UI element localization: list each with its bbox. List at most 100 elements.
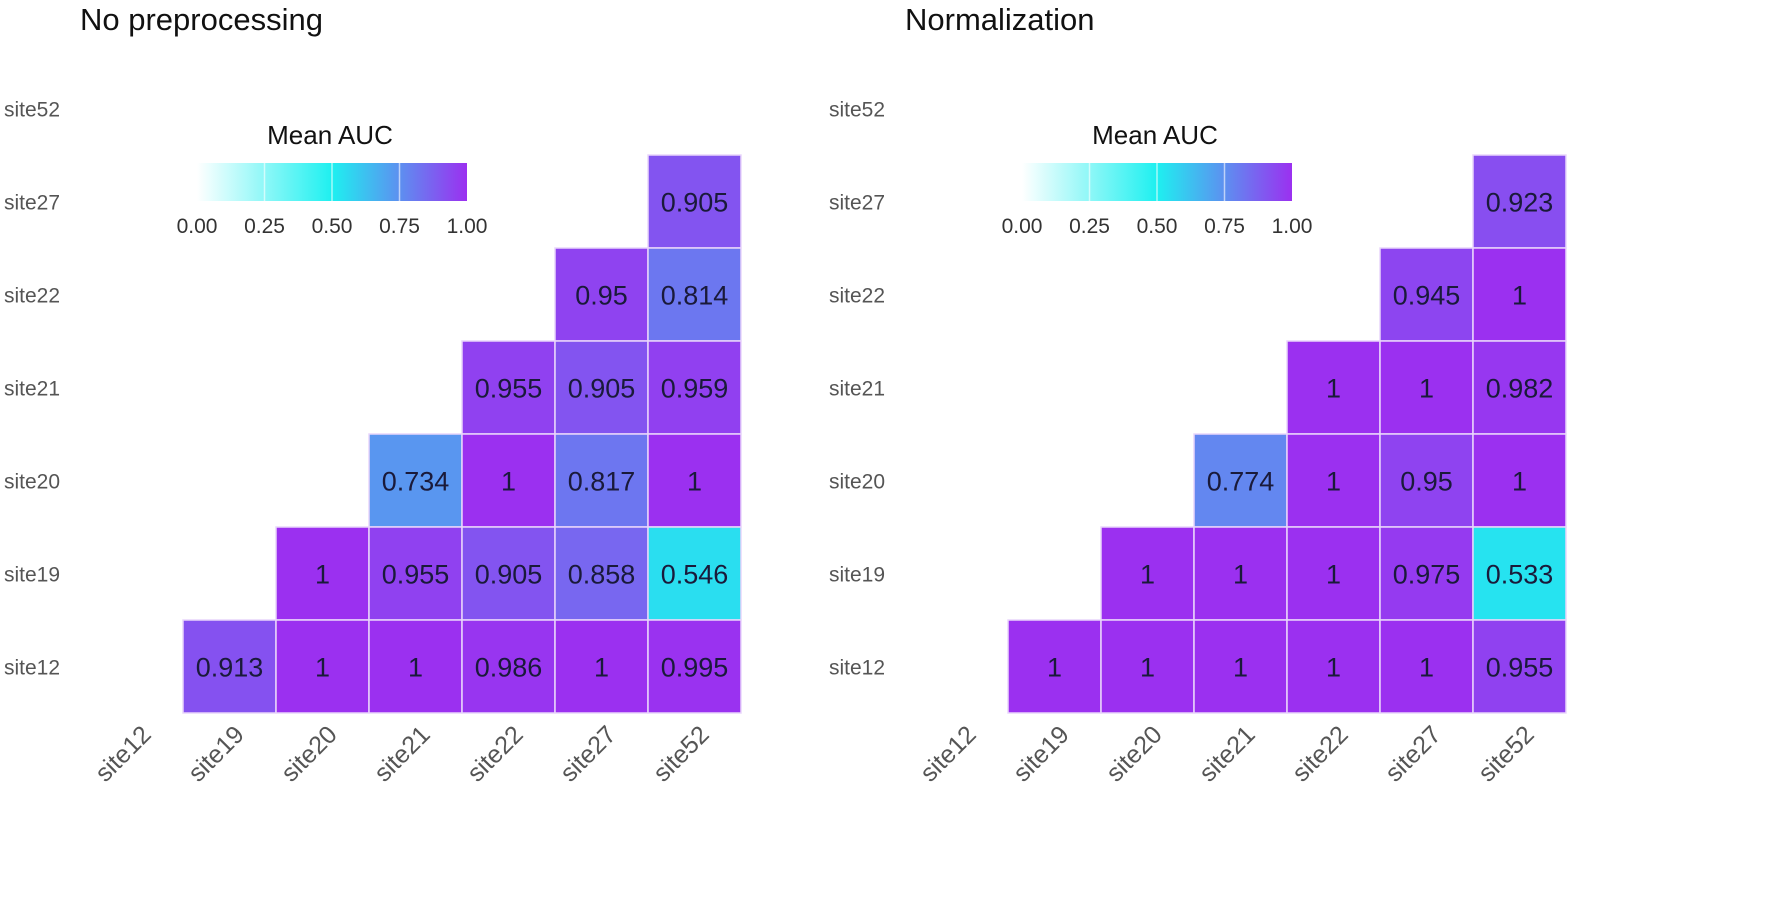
cell-value-label: 0.995	[661, 653, 729, 683]
y-axis-label: site52	[4, 99, 60, 122]
cell-value-label: 0.905	[475, 560, 543, 590]
legend-title: Mean AUC	[1092, 120, 1218, 150]
x-axis-label: site20	[1101, 720, 1168, 787]
heatmap-cell	[1472, 526, 1567, 621]
cell-value-label: 0.986	[475, 653, 543, 683]
heatmap-cell	[1193, 526, 1288, 621]
cell-value-label: 1	[687, 467, 702, 497]
y-axis-label: site22	[829, 285, 885, 308]
y-axis-label: site19	[829, 564, 885, 587]
heatmap-cell	[1100, 619, 1195, 714]
cell-value-label: 0.905	[661, 188, 729, 218]
cell-value-label: 1	[1326, 374, 1341, 404]
cell-value-label: 0.913	[196, 653, 264, 683]
cell-value-label: 0.734	[382, 467, 450, 497]
cell-value-label: 0.95	[575, 281, 628, 311]
y-axis-label: site19	[4, 564, 60, 587]
heatmap-panel: No preprocessing site52 site27 site22 site21…	[4, 2, 742, 787]
legend-tick-label: 0.50	[312, 215, 353, 238]
x-axis-label: site27	[555, 720, 622, 787]
legend-tick-label: 0.50	[1137, 215, 1178, 238]
y-axis-label: site12	[4, 657, 60, 680]
x-axis-label: site21	[369, 720, 436, 787]
cell-value-label: 1	[1233, 560, 1248, 590]
cell-value-label: 0.955	[382, 560, 450, 590]
cell-value-label: 0.959	[661, 374, 729, 404]
heatmap-cell	[1100, 526, 1195, 621]
heatmap-cell	[461, 619, 556, 714]
cell-value-label: 1	[1326, 653, 1341, 683]
cell-value-label: 1	[408, 653, 423, 683]
cell-value-label: 0.858	[568, 560, 636, 590]
heatmap-cell	[1007, 619, 1102, 714]
x-axis-label: site19	[1008, 720, 1075, 787]
heatmap-cell	[1472, 247, 1567, 342]
cell-value-label: 0.95	[1400, 467, 1453, 497]
y-axis-label: site22	[4, 285, 60, 308]
cell-value-label: 0.955	[1486, 653, 1554, 683]
heatmap-cell	[647, 154, 742, 249]
legend-title: Mean AUC	[267, 120, 393, 150]
cell-value-label: 0.982	[1486, 374, 1554, 404]
cell-value-label: 0.945	[1393, 281, 1461, 311]
heatmap-cell	[1286, 619, 1381, 714]
heatmap-cell	[647, 247, 742, 342]
heatmap-cell	[461, 433, 556, 528]
x-axis-label: site12	[915, 720, 982, 787]
heatmap-cell	[554, 247, 649, 342]
cell-value-label: 1	[1140, 560, 1155, 590]
cell-value-label: 1	[1140, 653, 1155, 683]
cell-value-label: 0.923	[1486, 188, 1554, 218]
heatmap-cell	[1379, 526, 1474, 621]
y-axis-label: site20	[4, 471, 60, 494]
cell-value-label: 1	[594, 653, 609, 683]
legend-tick-label: 0.25	[1069, 215, 1110, 238]
heatmap-cell	[368, 526, 463, 621]
cell-value-label: 0.817	[568, 467, 636, 497]
heatmap-cell	[275, 619, 370, 714]
x-axis-label: site12	[90, 720, 157, 787]
cell-value-label: 1	[1047, 653, 1062, 683]
heatmap-cell	[1193, 433, 1288, 528]
heatmap-cell	[647, 619, 742, 714]
heatmap-cell	[1472, 433, 1567, 528]
panel-title: Normalization	[905, 2, 1095, 37]
y-axis-label: site27	[829, 192, 885, 215]
cell-value-label: 1	[1326, 560, 1341, 590]
y-axis-label: site27	[4, 192, 60, 215]
heatmap-cell	[1379, 247, 1474, 342]
heatmap-cell	[182, 619, 277, 714]
x-axis-label: site27	[1380, 720, 1447, 787]
heatmap-panel: Normalization site52 site27 site22 site21 sit…	[829, 2, 1567, 787]
cell-value-label: 0.533	[1486, 560, 1554, 590]
heatmap-cell	[1379, 619, 1474, 714]
heatmap-cell	[1472, 154, 1567, 249]
cell-value-label: 1	[1419, 374, 1434, 404]
cell-value-label: 1	[1419, 653, 1434, 683]
cell-value-label: 1	[1233, 653, 1248, 683]
x-axis-label: site22	[462, 720, 529, 787]
cell-value-label: 0.955	[475, 374, 543, 404]
heatmap-cell	[368, 619, 463, 714]
legend-tick-label: 0.00	[177, 215, 218, 238]
cell-value-label: 1	[1512, 467, 1527, 497]
cell-value-label: 1	[1512, 281, 1527, 311]
cell-value-label: 1	[501, 467, 516, 497]
x-axis-label: site52	[648, 720, 715, 787]
legend-tick-label: 0.75	[1204, 215, 1245, 238]
heatmap-cell	[647, 340, 742, 435]
y-axis-label: site21	[829, 378, 885, 401]
heatmap-cell	[554, 619, 649, 714]
x-axis-label: site22	[1287, 720, 1354, 787]
cell-value-label: 1	[1326, 467, 1341, 497]
legend-tick-label: 0.00	[1002, 215, 1043, 238]
cell-value-label: 0.546	[661, 560, 729, 590]
heatmap-cell	[554, 526, 649, 621]
cell-value-label: 1	[315, 653, 330, 683]
legend-tick-label: 0.75	[379, 215, 420, 238]
x-axis-label: site52	[1473, 720, 1540, 787]
x-axis-label: site21	[1194, 720, 1261, 787]
cell-value-label: 0.905	[568, 374, 636, 404]
heatmap-cell	[1379, 340, 1474, 435]
